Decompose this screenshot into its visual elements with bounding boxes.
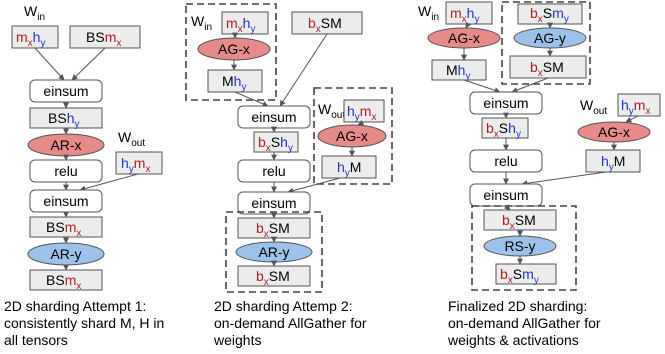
tensor-label: BSmx <box>46 219 81 239</box>
einsum-label: einsum <box>251 109 296 125</box>
caption-attempt-2-line-3: weights <box>213 332 261 348</box>
arrow <box>625 115 639 123</box>
all-gather-x-label-2: AG-x <box>336 128 368 144</box>
tensor-label: bxSM <box>530 59 564 79</box>
w-out-label: Wout <box>118 129 145 149</box>
arrow <box>234 91 269 107</box>
w-in-tensor-box <box>221 11 269 35</box>
input-tensor-label: bxSM <box>308 15 342 35</box>
einsum-label: einsum <box>43 83 88 99</box>
caption-final-line-1: Finalized 2D sharding: <box>448 298 587 314</box>
w-out-label: Wout <box>580 97 607 117</box>
gather-weights-group-2 <box>313 87 393 185</box>
tensor-label: bxShy <box>258 134 293 154</box>
input-tensor-label: BSmx <box>86 29 121 49</box>
caption-attempt-2-line-1: 2D sharding Attemp 2: <box>214 298 353 314</box>
arrow <box>357 119 365 126</box>
tensor-box <box>431 59 487 81</box>
caption-final-line-2: on-demand AllGather for <box>448 315 601 331</box>
tensor-label: bxSM <box>256 220 290 240</box>
tensor-label: hyM <box>601 153 625 173</box>
arrow <box>504 204 511 211</box>
arrow <box>79 173 139 192</box>
all-reduce-y-label: AR-y <box>50 246 81 262</box>
panel-finalized: Win mxhy AG-x Mhy bxSmy AG-y bxSM einsum… <box>418 1 661 348</box>
tensor-label: bxShy <box>486 120 521 140</box>
w-out-tensor-label: hymx <box>347 103 376 123</box>
tensor-box <box>321 155 377 179</box>
tensor-box <box>481 117 529 139</box>
reduce-scatter-y-label: RS-y <box>504 238 535 254</box>
tensor-box <box>585 149 641 173</box>
tensor-label: Mhy <box>446 62 470 82</box>
arrow <box>287 177 341 194</box>
w-out-label: Wout <box>318 101 345 121</box>
arrow <box>465 21 472 29</box>
w-in-tensor-label: mxhy <box>226 15 255 35</box>
w-in-label: Win <box>418 3 439 23</box>
caption-attempt-1-line-2: consistently shard M, H in <box>4 315 164 331</box>
all-gather-y-label: AG-y <box>534 30 566 46</box>
all-gather-x-label: AG-x <box>448 30 480 46</box>
w-in-tensor-label: mxhy <box>16 29 45 49</box>
arrow <box>511 77 549 93</box>
w-in-label: Win <box>24 3 45 23</box>
caption-attempt-1-line-3: all tensors <box>4 332 68 348</box>
arrow <box>34 47 65 81</box>
tensor-label: bxSmy <box>500 266 539 286</box>
tensor-box <box>237 265 311 287</box>
arrow <box>279 33 328 107</box>
relu-label: relu <box>262 163 285 179</box>
einsum-label: einsum <box>483 95 528 111</box>
panel-attempt-1: Win mxhy BSmx einsum BShy AR-x relu Wout… <box>4 3 164 348</box>
arrow <box>463 79 501 94</box>
arrow <box>71 47 106 81</box>
tensor-label: bxSM <box>502 212 536 232</box>
tensor-label: BShy <box>48 110 79 130</box>
relu-label: relu <box>54 163 77 179</box>
tensor-label: hyM <box>337 159 361 179</box>
w-out-tensor-label: hymx <box>621 97 650 117</box>
w-in-tensor-label: mxhy <box>450 5 479 25</box>
input-tensor-label: bxSmy <box>530 5 569 25</box>
tensor-label: BSmx <box>46 272 81 292</box>
tensor-label: Mhy <box>222 73 246 93</box>
caption-final-line-3: weights & activations <box>447 332 579 348</box>
panel-attempt-2: Win mxhy AG-x Mhy bxSM einsum bxShy relu… <box>185 3 393 348</box>
tensor-box <box>29 269 103 291</box>
einsum-label-2: einsum <box>43 193 88 209</box>
tensor-box <box>495 263 557 285</box>
einsum-label-2: einsum <box>251 195 296 211</box>
w-out-tensor-label: hymx <box>121 155 150 175</box>
reduce-scatter-group <box>471 205 577 291</box>
gather-weights-group <box>185 3 277 101</box>
arrow <box>521 171 607 187</box>
caption-attempt-2-line-2: on-demand AllGather for <box>214 315 367 331</box>
all-reduce-y-label: AR-y <box>258 244 289 260</box>
einsum-label-2: einsum <box>483 187 528 203</box>
w-out-tensor-box <box>115 151 163 175</box>
w-in-label: Win <box>191 13 212 33</box>
reduce-group <box>225 211 323 293</box>
caption-attempt-1-line-1: 2D sharding Attempt 1: <box>4 298 146 314</box>
tensor-box <box>253 131 299 153</box>
tensor-label: bxSM <box>256 268 290 288</box>
gather-activations-group <box>501 1 591 85</box>
relu-label: relu <box>494 153 517 169</box>
all-gather-x-label: AG-x <box>218 41 250 57</box>
w-out-tensor-box <box>617 93 661 117</box>
all-gather-x-label-2: AG-x <box>598 124 630 140</box>
all-reduce-x-label: AR-x <box>50 137 81 153</box>
